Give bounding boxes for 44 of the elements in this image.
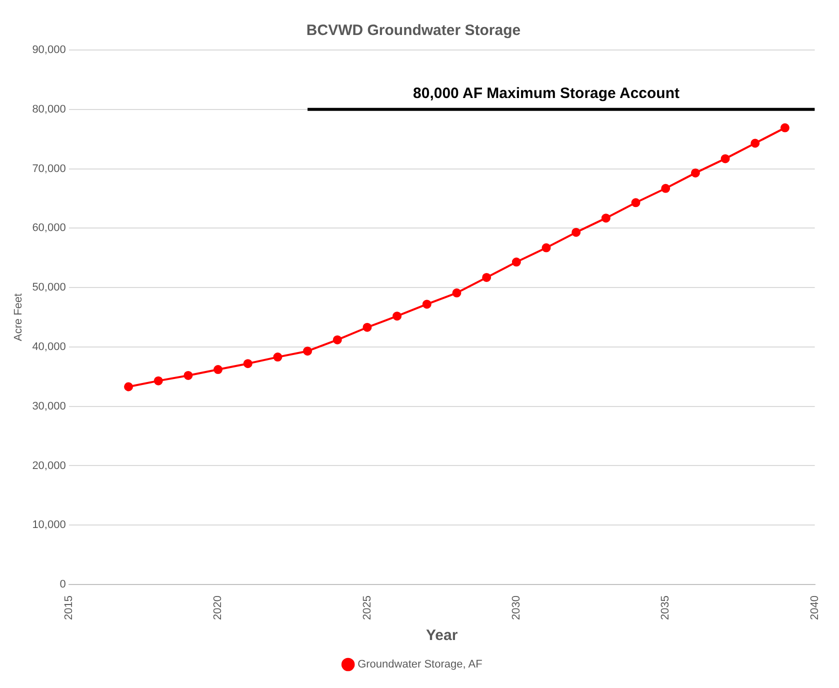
point <box>124 382 134 392</box>
point <box>392 312 402 321</box>
point <box>780 123 790 132</box>
y-tick-label: 90,000 <box>32 44 66 56</box>
annotation: 80,000 AF Maximum Storage Account <box>413 85 680 102</box>
point <box>482 272 492 282</box>
point <box>720 154 730 164</box>
x-tick-label: 2035 <box>660 596 672 620</box>
x-tick-label: 2040 <box>808 596 821 620</box>
point <box>362 322 372 332</box>
x-tick-label: 2025 <box>361 596 374 620</box>
y-tick-label: 30,000 <box>32 400 66 412</box>
point <box>631 198 640 208</box>
y-tick-label: 70,000 <box>32 162 66 175</box>
point <box>154 376 163 386</box>
x-tick-label: 2030 <box>510 596 522 620</box>
point <box>750 138 760 148</box>
y-tick-label: 10,000 <box>32 519 66 532</box>
point <box>661 184 670 193</box>
x-axis-title: Year <box>426 627 458 644</box>
point <box>542 243 551 252</box>
point <box>332 335 342 344</box>
point <box>184 370 193 380</box>
x-tick-label: 2020 <box>212 596 224 620</box>
point <box>690 168 700 178</box>
point <box>303 346 312 356</box>
point <box>422 300 432 309</box>
point <box>243 359 252 368</box>
point <box>601 214 610 223</box>
point <box>572 228 581 237</box>
y-tick-label: 50,000 <box>32 282 66 294</box>
point <box>452 288 462 298</box>
y-tick-label: 80,000 <box>32 103 66 116</box>
legend-label: Groundwater Storage, AF <box>358 658 483 671</box>
y-tick-label: 20,000 <box>32 460 66 472</box>
point <box>214 365 223 374</box>
y-axis-title: Acre Feet <box>12 293 25 342</box>
point <box>512 258 521 267</box>
chart-title: BCVWD Groundwater Storage <box>306 22 521 40</box>
y-tick-label: 60,000 <box>32 222 66 234</box>
y-tick-label: 0 <box>60 578 66 591</box>
x-tick-label: 2015 <box>62 596 75 620</box>
point <box>273 352 282 362</box>
y-tick-label: 40,000 <box>32 340 66 353</box>
